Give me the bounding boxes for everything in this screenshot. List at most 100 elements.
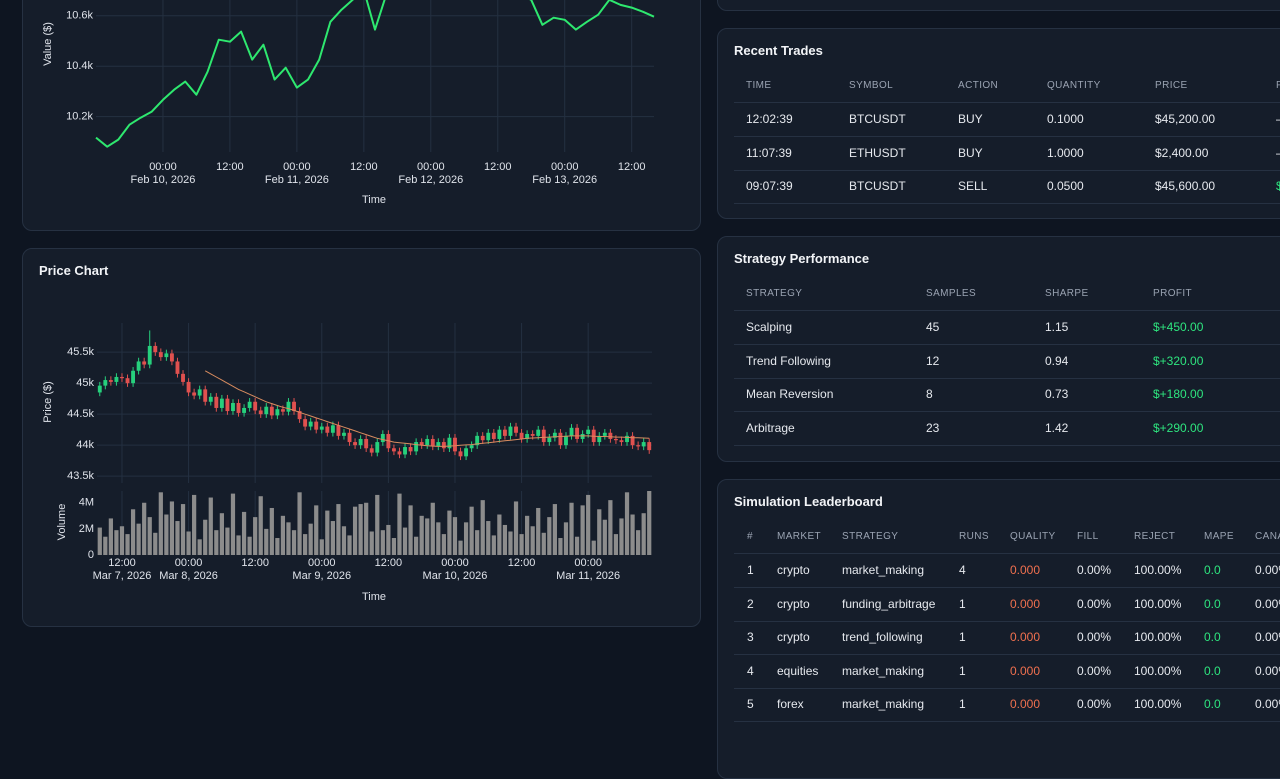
table-cell: 0.94 [1045, 353, 1069, 368]
table-cell: 0.0 [1204, 697, 1221, 711]
table-cell: equities [777, 663, 819, 678]
recent-trades-card: Recent Trades TIME SYMBOL ACTION QUANTITY PRI… [717, 28, 1280, 219]
table-cell: BTCUSDT [849, 112, 906, 126]
table-cell: 0.0 [1204, 596, 1221, 611]
table-cell: 1.0000 [1047, 145, 1084, 160]
row-separator [734, 587, 1280, 588]
table-cell: 0.00% [1255, 596, 1280, 611]
table-cell: SELL [958, 179, 988, 193]
column-header: ACTION [958, 80, 999, 91]
card-title: Recent Trades [734, 43, 823, 58]
row-separator [734, 344, 1280, 345]
table-cell: 1.42 [1045, 420, 1069, 435]
portfolio-card [22, 0, 701, 231]
table-cell: $45,600.00 [1155, 179, 1216, 193]
row-separator [734, 136, 1280, 137]
table-cell: 0.000 [1010, 563, 1041, 577]
table-cell: $45,200.00 [1155, 112, 1216, 126]
table-cell: market_making [842, 697, 925, 711]
table-cell: 1 [959, 697, 966, 711]
row-separator [734, 654, 1280, 655]
price-card: Price Chart [22, 248, 701, 627]
table-cell: 23 [926, 420, 940, 435]
table-cell: 0.00% [1255, 663, 1280, 678]
table-cell: 100.00% [1134, 630, 1182, 644]
column-header: SHARPE [1045, 288, 1089, 299]
table-cell: 12:02:39 [746, 112, 793, 126]
table-cell: 45 [926, 320, 940, 334]
column-header: MAPE [1204, 531, 1234, 542]
column-header: # [747, 531, 753, 542]
table-cell: $2,400.00 [1155, 145, 1209, 160]
column-header: CANA [1255, 531, 1280, 542]
table-cell: Trend Following [746, 353, 831, 368]
table-cell: market_making [842, 663, 925, 678]
table-cell: 0.00% [1077, 663, 1112, 678]
table-cell: 8 [926, 387, 933, 401]
table-cell: ETHUSDT [849, 145, 906, 160]
column-header: FILL [1077, 531, 1099, 542]
table-cell: 0.000 [1010, 697, 1041, 711]
row-separator [734, 553, 1280, 554]
table-cell: BTCUSDT [849, 179, 906, 193]
row-separator [734, 377, 1280, 379]
column-header: SAMPLES [926, 288, 977, 299]
column-header: REJECT [1134, 531, 1176, 542]
table-cell: crypto [777, 596, 810, 611]
table-cell: BUY [958, 112, 983, 126]
table-cell: 11:07:39 [746, 145, 792, 160]
column-header: MARKET [777, 531, 822, 542]
table-cell: 0.00% [1255, 630, 1280, 644]
table-cell: forex [777, 697, 804, 711]
column-header: STRATEGY [842, 531, 899, 542]
table-cell: 1 [747, 563, 754, 577]
table-cell: 3 [747, 630, 754, 644]
table-cell: 0.000 [1010, 630, 1041, 644]
table-cell: market_making [842, 563, 925, 577]
row-separator [734, 203, 1280, 204]
table-cell: 09:07:39 [746, 179, 793, 193]
table-cell: 0.0500 [1047, 179, 1084, 193]
table-cell: – [1276, 111, 1280, 127]
table-cell: 0.0 [1204, 663, 1221, 678]
column-header: PROFIT [1153, 288, 1193, 299]
table-cell: Arbitrage [746, 420, 795, 435]
column-header: TIME [746, 80, 772, 91]
row-separator [734, 721, 1280, 722]
table-cell: 12 [926, 353, 940, 368]
row-separator [734, 310, 1280, 311]
table-cell: BUY [958, 145, 983, 160]
top-right-card [717, 0, 1280, 11]
table-cell: 0.000 [1010, 596, 1041, 611]
table-cell: $ [1276, 178, 1280, 194]
table-cell: funding_arbitrage [842, 596, 936, 611]
column-header: PRICE [1155, 80, 1188, 91]
row-separator [734, 411, 1280, 412]
table-cell: 0.00% [1255, 697, 1280, 711]
column-header: STRATEGY [746, 288, 803, 299]
table-cell: 100.00% [1134, 663, 1182, 678]
table-cell: 0.00% [1077, 563, 1112, 577]
table-cell: 100.00% [1134, 563, 1182, 577]
table-cell: 0.0 [1204, 630, 1221, 644]
table-cell: 4 [959, 563, 966, 577]
table-cell: 1 [959, 596, 966, 611]
row-separator [734, 620, 1280, 622]
table-cell: 0.73 [1045, 387, 1069, 401]
table-cell: 0.00% [1077, 630, 1112, 644]
row-separator [734, 169, 1280, 171]
table-cell: crypto [777, 563, 810, 577]
table-cell: 0.0 [1204, 563, 1221, 577]
table-cell: 0.000 [1010, 663, 1041, 678]
card-title: Price Chart [39, 263, 109, 278]
strategy-performance-card: Strategy Performance STRATEGY SAMPLES SHARP… [717, 236, 1280, 462]
row-separator [734, 687, 1280, 689]
card-title: Strategy Performance [734, 251, 870, 266]
table-cell: 0.00% [1077, 596, 1112, 611]
table-cell: 100.00% [1134, 596, 1182, 611]
leaderboard-card: Simulation Leaderboard # MARKET STRATEGY RUN… [717, 479, 1280, 779]
table-cell: 4 [747, 663, 754, 678]
table-cell: 1 [959, 630, 966, 644]
column-header: SYMBOL [849, 80, 894, 91]
table-cell: crypto [777, 630, 810, 644]
